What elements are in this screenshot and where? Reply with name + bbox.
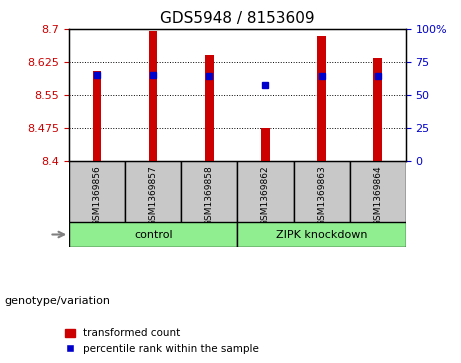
Title: GDS5948 / 8153609: GDS5948 / 8153609 xyxy=(160,12,315,26)
Bar xyxy=(373,57,382,160)
Text: GSM1369857: GSM1369857 xyxy=(149,166,158,226)
Text: GSM1369858: GSM1369858 xyxy=(205,166,214,226)
Bar xyxy=(69,222,237,247)
Bar xyxy=(317,36,326,160)
Text: GSM1369862: GSM1369862 xyxy=(261,166,270,226)
Bar xyxy=(237,160,294,222)
Text: ZIPK knockdown: ZIPK knockdown xyxy=(276,229,367,240)
Bar xyxy=(261,128,270,160)
Bar xyxy=(93,71,101,160)
Legend: transformed count, percentile rank within the sample: transformed count, percentile rank withi… xyxy=(60,324,264,358)
Text: control: control xyxy=(134,229,172,240)
Text: GSM1369864: GSM1369864 xyxy=(373,166,382,226)
Bar xyxy=(181,160,237,222)
Bar xyxy=(205,55,213,160)
Text: GSM1369856: GSM1369856 xyxy=(93,166,102,226)
Bar xyxy=(69,160,125,222)
Bar xyxy=(294,160,349,222)
Bar xyxy=(149,31,158,160)
Bar xyxy=(349,160,406,222)
Text: GSM1369863: GSM1369863 xyxy=(317,166,326,226)
Text: genotype/variation: genotype/variation xyxy=(5,296,111,306)
Bar xyxy=(237,222,406,247)
Bar xyxy=(125,160,181,222)
